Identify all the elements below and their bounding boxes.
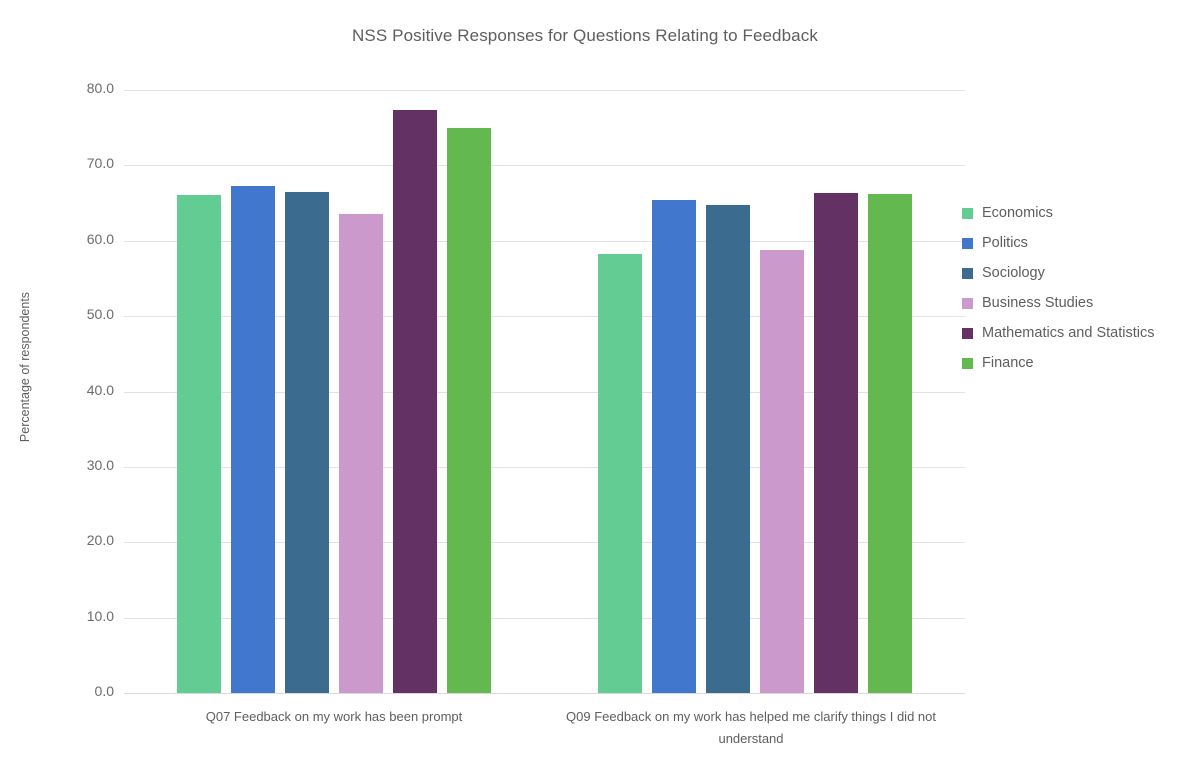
- gridline: [124, 316, 965, 318]
- y-axis-title: Percentage of respondents: [18, 291, 32, 443]
- legend-label: Business Studies: [982, 295, 1094, 311]
- bar: [231, 186, 276, 693]
- bar: [285, 191, 330, 693]
- y-axis-tick-label: 20.0: [86, 532, 114, 549]
- bar: [867, 194, 912, 693]
- chart-title: NSS Positive Responses for Questions Rel…: [352, 26, 818, 45]
- y-axis-tick-label: 30.0: [86, 456, 114, 473]
- bar: [759, 249, 804, 693]
- legend-item[interactable]: Politics: [962, 228, 1200, 258]
- legend-item[interactable]: Finance: [962, 348, 1200, 378]
- bar: [813, 192, 858, 693]
- plot-area: [124, 90, 965, 694]
- legend-label: Finance: [982, 355, 1034, 371]
- legend-swatch-icon: [962, 207, 973, 219]
- y-axis-tick-label: 60.0: [86, 230, 114, 247]
- legend: Economics Politics Sociology Business Studi…: [962, 198, 1200, 378]
- legend-item[interactable]: Mathematics and Statistics: [962, 318, 1200, 348]
- legend-label: Economics: [982, 205, 1053, 221]
- bar: [597, 254, 642, 693]
- legend-swatch-icon: [962, 327, 973, 339]
- y-axis-tick-label: 0.0: [94, 683, 114, 699]
- y-axis-tick-label: 80.0: [86, 80, 114, 96]
- legend-item[interactable]: Business Studies: [962, 288, 1200, 318]
- gridline: [124, 617, 965, 619]
- bars-layer: [124, 90, 965, 693]
- legend-label: Mathematics and Statistics: [982, 325, 1155, 341]
- bar: [339, 214, 384, 693]
- legend-label: Politics: [982, 235, 1028, 251]
- x-axis-category-label-1: Q09 Feedback on my work has helped me cl…: [566, 709, 936, 746]
- legend-label: Sociology: [982, 265, 1045, 281]
- legend-swatch-icon: [962, 237, 973, 249]
- y-axis-tick-label: 10.0: [86, 607, 114, 624]
- legend-item[interactable]: Economics: [962, 198, 1200, 228]
- y-axis-tick-label: 50.0: [86, 306, 114, 323]
- gridline: [124, 165, 965, 167]
- gridline: [124, 90, 965, 91]
- y-axis-tick-label: 40.0: [86, 381, 114, 398]
- bar: [177, 194, 222, 693]
- gridline: [124, 542, 965, 544]
- legend-swatch-icon: [962, 297, 973, 309]
- gridline: [124, 466, 965, 468]
- bar: [705, 204, 750, 693]
- bar: [393, 109, 438, 693]
- legend-swatch-icon: [962, 357, 973, 369]
- legend-item[interactable]: Sociology: [962, 258, 1200, 288]
- bar: [651, 200, 696, 693]
- gridline: [124, 693, 965, 694]
- legend-swatch-icon: [962, 267, 973, 279]
- gridline: [124, 240, 965, 242]
- y-axis-tick-label: 70.0: [86, 155, 114, 172]
- bar: [447, 128, 492, 693]
- gridline: [124, 391, 965, 393]
- x-axis-category-label-0: Q07 Feedback on my work has been prompt: [205, 709, 463, 724]
